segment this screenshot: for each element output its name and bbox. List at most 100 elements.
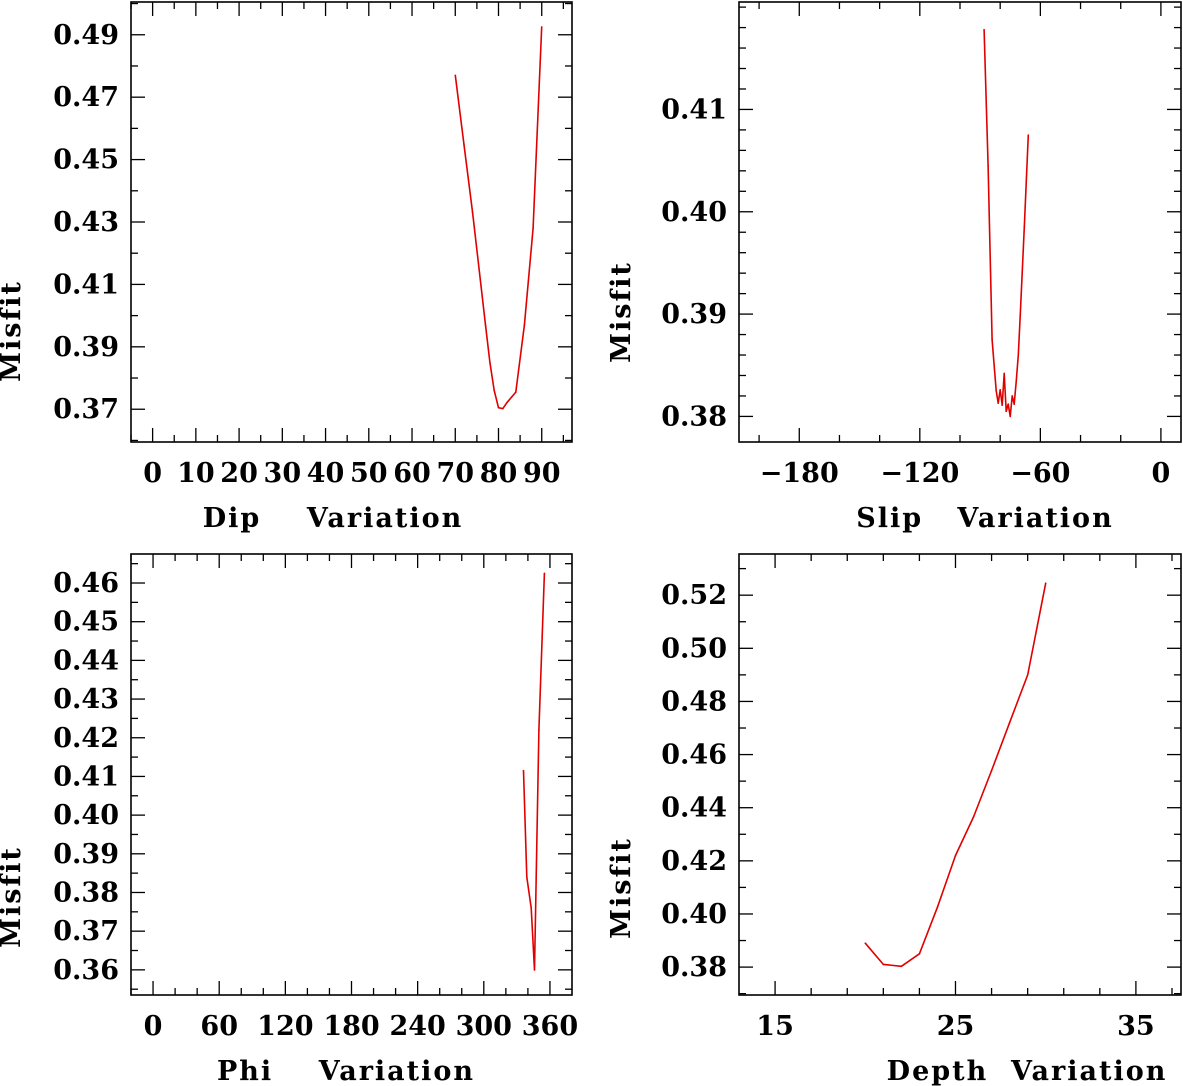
plot-frame bbox=[130, 553, 573, 996]
misfit-data-point bbox=[530, 907, 533, 909]
misfit-data-point bbox=[454, 74, 457, 77]
misfit-data-point bbox=[1008, 721, 1011, 724]
misfit-series-line bbox=[983, 29, 1030, 418]
y-tick-label: 0.48 bbox=[661, 686, 727, 717]
y-tick-label: 0.36 bbox=[53, 955, 119, 986]
misfit-data-point bbox=[506, 401, 508, 404]
y-tick-label: 0.38 bbox=[661, 952, 727, 983]
y-tick-label: 0.40 bbox=[661, 197, 727, 228]
y-tick-label: 0.43 bbox=[53, 207, 119, 238]
y-tick-label: 0.46 bbox=[53, 568, 119, 599]
y-tick-label: 0.41 bbox=[53, 761, 119, 792]
y-tick-label: 0.38 bbox=[53, 877, 119, 908]
x-tick-label: 80 bbox=[480, 458, 518, 489]
misfit-data-point bbox=[463, 143, 465, 145]
misfit-data-point bbox=[954, 854, 957, 857]
y-tick-label: 0.38 bbox=[661, 401, 727, 432]
plot-frame bbox=[738, 553, 1182, 996]
y-axis-label: Misfit bbox=[0, 846, 27, 948]
y-tick-label: 0.41 bbox=[661, 94, 727, 125]
misfit-data-point bbox=[1003, 372, 1005, 375]
misfit-data-point bbox=[900, 965, 903, 968]
y-tick-label: 0.44 bbox=[53, 645, 119, 676]
x-tick-label: −60 bbox=[1010, 458, 1070, 489]
misfit-series-line bbox=[454, 26, 543, 410]
misfit-data-point bbox=[972, 816, 975, 818]
misfit-data-point bbox=[543, 572, 546, 575]
x-tick-label: 90 bbox=[523, 458, 561, 489]
misfit-data-point bbox=[1026, 674, 1029, 676]
plot-frame bbox=[738, 1, 1182, 443]
y-tick-label: 0.37 bbox=[53, 394, 119, 425]
y-axis-label: Misfit bbox=[0, 280, 27, 382]
misfit-data-point bbox=[995, 390, 997, 392]
misfit-data-point bbox=[990, 769, 993, 772]
dip-misfit-chart: 0 10 20 30 40 50 60 70 80 90 0.37 0.39 0.41 0.43 0.45 0… bbox=[0, 1, 573, 534]
x-tick-label: 25 bbox=[937, 1011, 975, 1042]
x-tick-label: 240 bbox=[389, 1011, 445, 1042]
x-tick-label: 10 bbox=[177, 458, 215, 489]
misfit-data-point bbox=[1015, 379, 1018, 382]
misfit-data-point bbox=[471, 211, 474, 214]
misfit-series-line bbox=[864, 583, 1047, 968]
x-tick-label: 120 bbox=[257, 1011, 313, 1042]
misfit-data-point bbox=[991, 338, 993, 341]
misfit-data-point bbox=[1007, 403, 1010, 405]
misfit-data-point bbox=[1009, 415, 1012, 418]
misfit-data-point bbox=[484, 324, 487, 326]
misfit-data-point bbox=[936, 906, 939, 909]
x-tick-label: 0 bbox=[144, 1011, 163, 1042]
misfit-data-point bbox=[1001, 404, 1003, 406]
y-tick-label: 0.42 bbox=[661, 846, 727, 877]
misfit-data-point bbox=[540, 26, 543, 28]
x-tick-label: 60 bbox=[393, 458, 431, 489]
y-tick-label: 0.39 bbox=[53, 839, 119, 870]
misfit-data-point bbox=[523, 324, 526, 326]
y-tick-label: 0.49 bbox=[53, 20, 119, 51]
misfit-data-point bbox=[538, 729, 540, 731]
misfit-data-point bbox=[1013, 403, 1016, 405]
misfit-data-point bbox=[1017, 354, 1020, 356]
misfit-data-point bbox=[1044, 582, 1047, 585]
misfit-data-point bbox=[999, 389, 1001, 391]
y-axis-label: Misfit bbox=[606, 261, 637, 363]
misfit-data-point bbox=[1027, 134, 1030, 136]
misfit-data-point bbox=[983, 28, 985, 31]
x-tick-label: 50 bbox=[350, 458, 388, 489]
x-tick-label: 35 bbox=[1117, 1011, 1155, 1042]
y-tick-label: 0.50 bbox=[661, 633, 727, 664]
plot-frame bbox=[130, 1, 573, 443]
slip-misfit-chart: −180 −120 −60 0 0.38 0.39 0.40 0.41 Slip Variati… bbox=[606, 1, 1182, 534]
y-tick-label: 0.44 bbox=[661, 793, 727, 824]
y-tick-label: 0.43 bbox=[53, 684, 119, 715]
y-tick-label: 0.39 bbox=[53, 332, 119, 363]
misfit-data-point bbox=[532, 227, 534, 230]
x-tick-label: 30 bbox=[264, 458, 302, 489]
misfit-data-point bbox=[918, 953, 921, 955]
x-tick-label: 15 bbox=[756, 1011, 794, 1042]
misfit-data-point bbox=[480, 286, 483, 289]
y-tick-label: 0.45 bbox=[53, 145, 119, 176]
x-tick-label: 20 bbox=[220, 458, 258, 489]
x-tick-label: 360 bbox=[522, 1011, 578, 1042]
misfit-data-point bbox=[1011, 395, 1014, 397]
misfit-data-point bbox=[864, 942, 867, 944]
x-tick-label: −180 bbox=[760, 458, 839, 489]
x-tick-label: 60 bbox=[200, 1011, 238, 1042]
misfit-data-point bbox=[522, 769, 525, 772]
y-tick-label: 0.42 bbox=[53, 723, 119, 754]
misfit-data-point bbox=[533, 969, 536, 971]
y-tick-label: 0.40 bbox=[53, 800, 119, 831]
misfit-data-point bbox=[489, 361, 491, 364]
x-tick-label: −120 bbox=[880, 458, 959, 489]
x-axis-label: Phi Variation bbox=[217, 1056, 475, 1086]
y-tick-label: 0.37 bbox=[53, 916, 119, 947]
y-tick-label: 0.41 bbox=[53, 269, 119, 300]
x-axis-label: Slip Variation bbox=[856, 503, 1113, 534]
x-tick-label: 40 bbox=[307, 458, 345, 489]
x-tick-label: 300 bbox=[456, 1011, 512, 1042]
depth-misfit-chart: 15 25 35 0.38 0.40 0.42 0.44 0.46 0.48 0.50 0.52 De… bbox=[606, 553, 1182, 1086]
misfit-data-point bbox=[493, 389, 495, 392]
y-tick-label: 0.40 bbox=[661, 899, 727, 930]
